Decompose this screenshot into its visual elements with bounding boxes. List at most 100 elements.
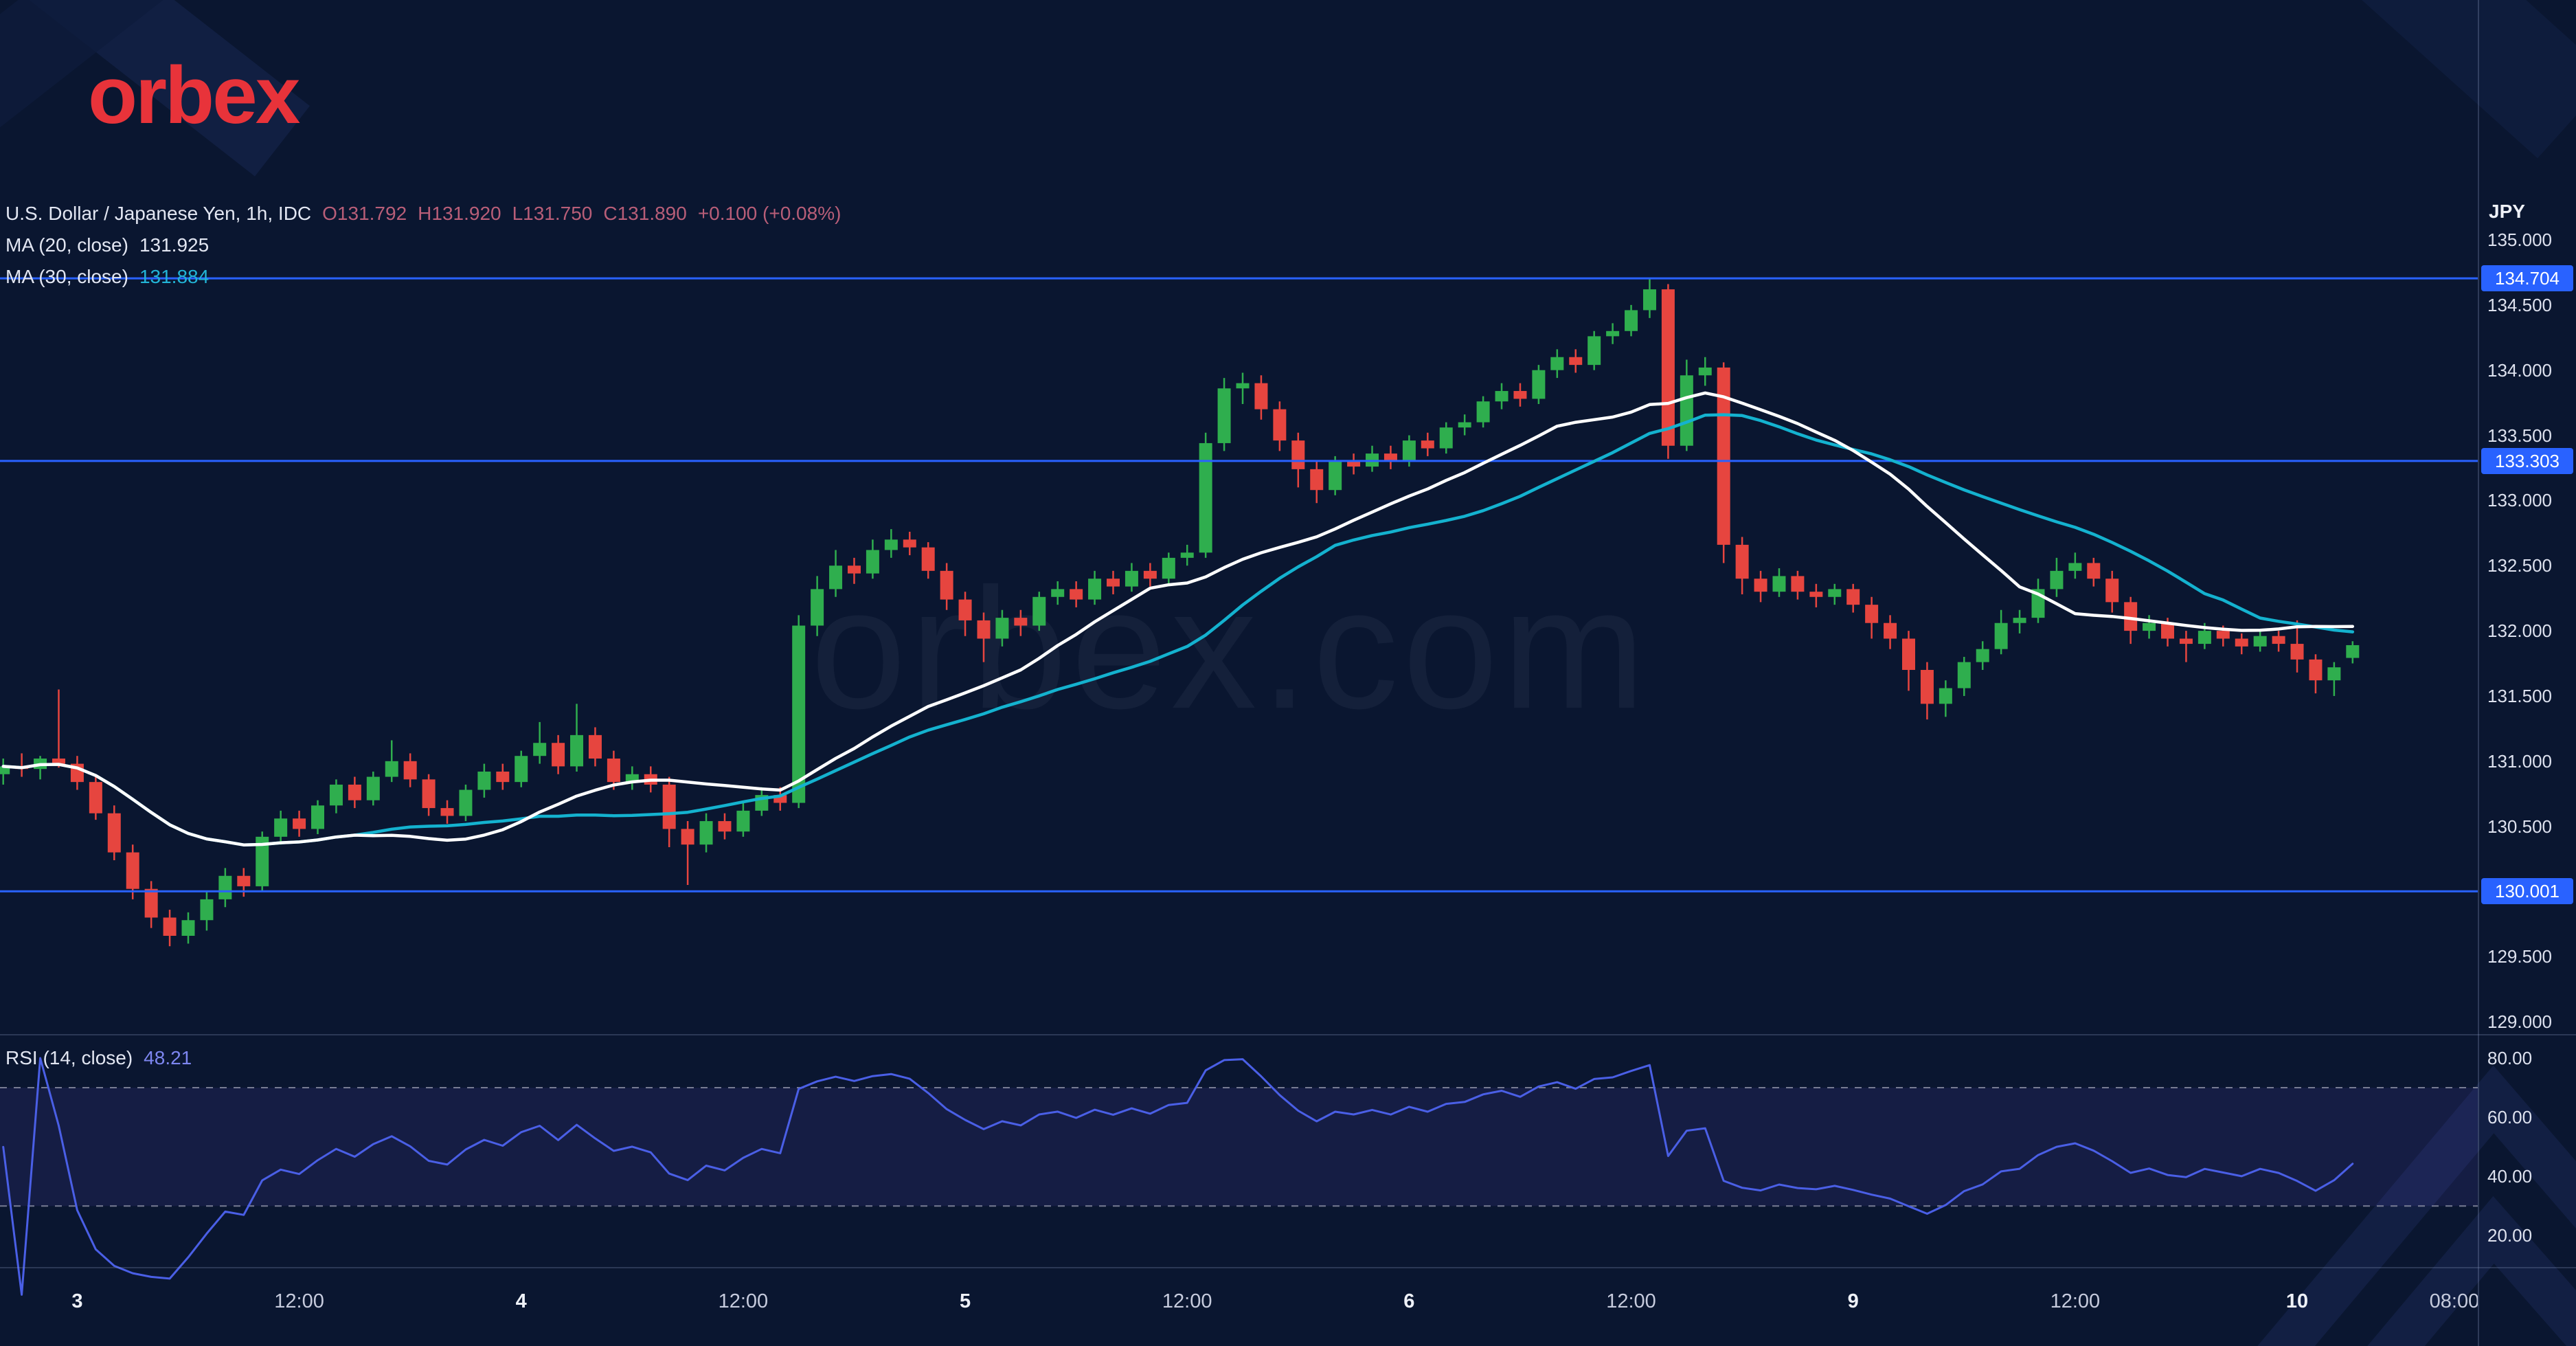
candle-body (385, 761, 398, 777)
price-axis[interactable]: JPY 135.000 134.500 134.000 133.500 133.000 1… (2478, 0, 2576, 1346)
candle-body (1254, 383, 1268, 410)
rsi-legend-row[interactable]: RSI (14, close) 48.21 (5, 1047, 192, 1069)
candle-body (2346, 644, 2360, 658)
candle-body (1310, 469, 1324, 491)
price-tick-label: 131.000 (2487, 750, 2552, 772)
candle-body (811, 589, 824, 626)
ma30-label: MA (30, close) (5, 266, 128, 287)
rsi-label: RSI (14, close) (5, 1047, 133, 1068)
candle-body (477, 771, 491, 790)
candle-body (1458, 422, 1471, 428)
orbex-logo: orbex (88, 50, 300, 141)
candle-body (1421, 440, 1434, 449)
time-tick-label: 12:00 (1162, 1290, 1212, 1312)
candle-body (1661, 289, 1675, 446)
candle-body (2272, 636, 2285, 644)
candle-body (866, 550, 879, 574)
ma20-label: MA (20, close) (5, 234, 128, 256)
candle-body (1051, 589, 1065, 597)
candle-body (1217, 388, 1231, 443)
pane-separator-rsi-time (0, 1267, 2576, 1268)
candle-body (884, 539, 898, 550)
time-tick-label: 5 (959, 1290, 971, 1312)
rsi-band (0, 1088, 2478, 1207)
decor-chevrons (2257, 1065, 2576, 1346)
candle-body (89, 782, 102, 814)
chart-canvas[interactable] (0, 0, 2478, 1346)
candle-body (1439, 427, 1453, 449)
candle-body (588, 734, 602, 759)
candle-body (1125, 570, 1138, 587)
price-tick-label: 134.000 (2487, 359, 2552, 381)
rsi-tick-label: 80.00 (2487, 1048, 2533, 1068)
candle-body (903, 539, 916, 548)
price-level-badge: 130.001 (2481, 878, 2573, 905)
ma30-legend-row[interactable]: MA (30, close) 131.884 (5, 261, 841, 293)
time-tick-label: 12:00 (2050, 1290, 2101, 1312)
candle-body (995, 618, 1009, 639)
candle-body (0, 766, 10, 774)
ma30-line (1, 413, 2355, 846)
candle-body (1402, 440, 1416, 462)
price-tick-label: 134.500 (2487, 294, 2552, 315)
candle-body (1347, 461, 1361, 467)
candle-body (533, 743, 547, 756)
decor-shape (0, 0, 310, 177)
candle-body (1772, 576, 1786, 592)
time-tick-label: 08:00 (2429, 1290, 2478, 1312)
candle-body (1957, 662, 1971, 688)
candle-body (792, 625, 806, 803)
price-tick-label: 132.500 (2487, 555, 2552, 576)
candle-body (2197, 631, 2211, 644)
candle-body (1550, 357, 1564, 370)
price-tick-label: 129.000 (2487, 1011, 2552, 1033)
candle-body (2050, 570, 2064, 590)
candle-body (1088, 579, 1102, 600)
candle-body (773, 795, 787, 803)
candle-body (1606, 330, 1620, 337)
candle-body (1513, 391, 1527, 399)
candle-body (459, 789, 473, 816)
candle-body (1920, 670, 1934, 704)
candle-body (2235, 638, 2248, 647)
candle-body (2068, 563, 2082, 571)
candle-body (163, 917, 177, 936)
time-tick-label: 9 (1847, 1290, 1859, 1312)
pane-separator-main-rsi[interactable] (0, 1034, 2576, 1035)
candle-body (607, 759, 620, 783)
candle-body (1032, 596, 1046, 626)
time-tick-label: 12:00 (1606, 1290, 1656, 1312)
candle-body (1199, 442, 1212, 553)
candle-body (440, 808, 454, 816)
candle-body (2253, 636, 2267, 647)
candle-body (2087, 563, 2101, 579)
candle-body (2124, 602, 2138, 631)
candle-body (1569, 357, 1583, 366)
price-level-badge: 134.704 (2481, 265, 2573, 292)
candle-body (1107, 579, 1120, 587)
candle-body (718, 821, 732, 832)
candle-body (977, 620, 991, 639)
symbol-legend: U.S. Dollar / Japanese Yen, 1h, IDC O131… (5, 198, 841, 293)
candle-body (847, 565, 861, 574)
candle-body (1939, 688, 1952, 704)
candle-body (1717, 367, 1730, 545)
candle-body (1273, 409, 1287, 441)
candlestick-series (0, 278, 2360, 947)
candle-body (1828, 589, 1842, 597)
time-axis[interactable]: 3 12:00 4 12:00 5 12:00 6 12:00 9 12:00 10 08:00 (0, 1268, 2478, 1346)
ma20-legend-row[interactable]: MA (20, close) 131.925 (5, 229, 841, 261)
candle-body (2309, 659, 2323, 681)
time-tick-label: 10 (2285, 1290, 2309, 1312)
time-tick-label: 12:00 (274, 1290, 324, 1312)
candle-body (274, 818, 288, 837)
symbol-title-row[interactable]: U.S. Dollar / Japanese Yen, 1h, IDC O131… (5, 198, 841, 229)
candle-body (1625, 310, 1638, 331)
candle-body (2143, 622, 2156, 631)
price-tick-label: 132.000 (2487, 620, 2552, 642)
candle-body (1809, 592, 1823, 597)
price-tick-label: 131.500 (2487, 685, 2552, 706)
candle-body (1901, 638, 1915, 671)
candle-body (218, 875, 232, 899)
